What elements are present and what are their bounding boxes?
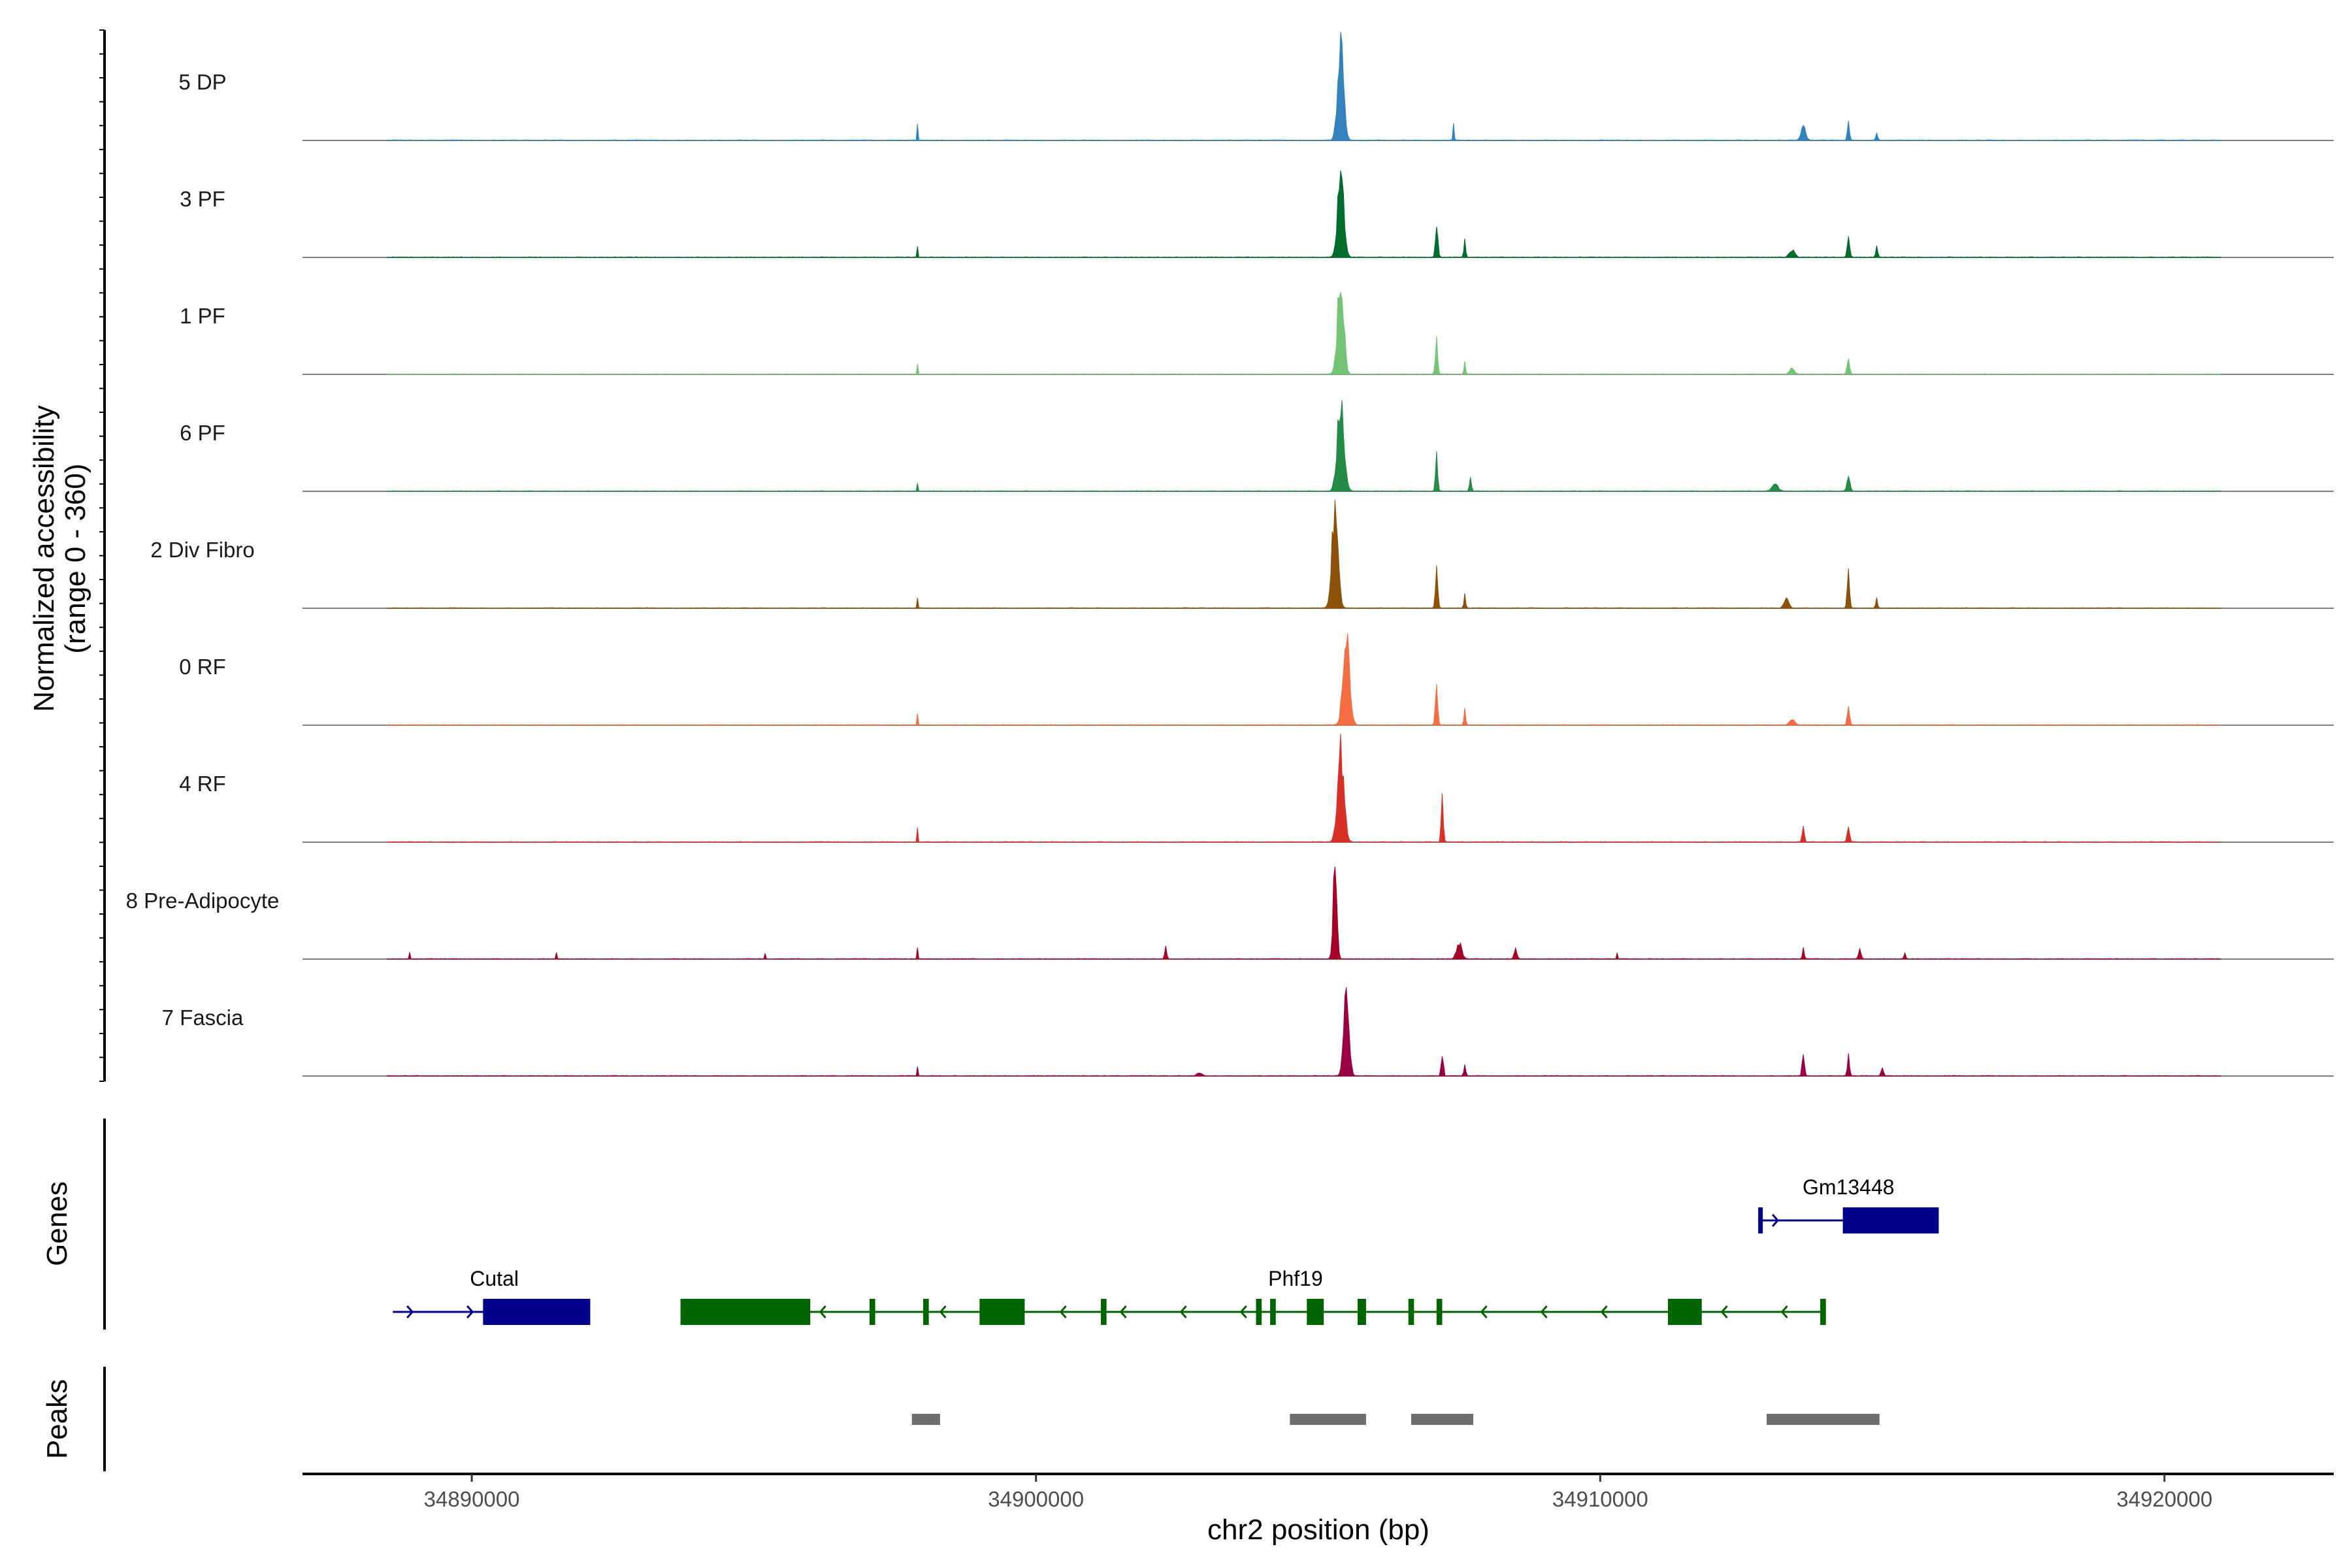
strand-arrow	[1059, 1305, 1067, 1318]
gene-exon	[1270, 1299, 1276, 1325]
track-label: 8 Pre-Adipocyte	[126, 889, 280, 913]
coverage-signal	[387, 499, 2221, 609]
coverage-track: 6 PF	[180, 400, 2334, 492]
strand-arrow	[1780, 1305, 1788, 1318]
track-label: 5 DP	[178, 70, 226, 94]
gene-exon	[979, 1299, 1025, 1325]
gene-exon	[483, 1299, 591, 1325]
x-tick-label: 34890000	[424, 1487, 520, 1511]
track-label: 4 RF	[179, 772, 226, 796]
coverage-track: 0 RF	[179, 633, 2334, 726]
gene-exon	[1256, 1299, 1262, 1325]
strand-arrow	[1771, 1214, 1780, 1227]
track-label: 1 PF	[180, 304, 225, 328]
gene-exon	[1667, 1299, 1702, 1325]
gene-exon	[1307, 1299, 1324, 1325]
gene-model: Phf19	[680, 1267, 1826, 1325]
strand-arrow	[1119, 1305, 1127, 1318]
gene-exon	[1357, 1299, 1366, 1325]
coverage-signal	[387, 170, 2221, 258]
strand-arrow	[1480, 1305, 1488, 1318]
coverage-axis-ticks	[99, 29, 105, 1082]
strand-arrow	[1179, 1305, 1187, 1318]
x-tick-label: 34900000	[988, 1487, 1084, 1511]
genes-title: Genes	[41, 1181, 73, 1266]
peak-region	[1290, 1414, 1366, 1425]
coverage-track: 1 PF	[180, 291, 2334, 375]
gene-label: Gm13448	[1803, 1175, 1895, 1199]
coverage-track: 8 Pre-Adipocyte	[126, 866, 2334, 960]
peak-region	[1767, 1414, 1880, 1425]
coverage-track: 7 Fascia	[162, 987, 2334, 1077]
coverage-signal	[387, 866, 2221, 960]
coverage-track: 3 PF	[180, 170, 2334, 258]
peak-region	[911, 1414, 940, 1425]
x-axis-title: chr2 position (bp)	[1207, 1514, 1429, 1546]
coverage-track: 2 Div Fibro	[150, 499, 2334, 609]
x-tick-label: 34920000	[2117, 1487, 2213, 1511]
gene-exon	[1101, 1299, 1107, 1325]
y-axis-title: Normalized accessibility	[28, 405, 60, 711]
gene-model: Gm13448	[1758, 1175, 1939, 1233]
strand-arrow	[939, 1305, 947, 1318]
gene-exon	[869, 1299, 875, 1325]
gene-label: Cutal	[470, 1267, 519, 1290]
coverage-signal	[387, 733, 2221, 843]
coverage-track: 4 RF	[179, 733, 2334, 843]
strand-arrow	[1600, 1305, 1608, 1318]
gene-exon	[680, 1299, 811, 1325]
gene-exon	[1408, 1299, 1414, 1325]
peaks-title: Peaks	[41, 1379, 73, 1459]
coverage-track: 5 DP	[178, 31, 2334, 141]
coverage-signal	[387, 31, 2221, 141]
gene-model: Cutal	[393, 1267, 591, 1325]
coverage-signal	[387, 291, 2221, 375]
track-label: 0 RF	[179, 655, 226, 679]
gene-exon	[1758, 1207, 1763, 1233]
peak-region	[1411, 1414, 1473, 1425]
gene-exon	[1842, 1207, 1939, 1233]
coverage-signal	[387, 633, 2221, 726]
coverage-signal	[387, 400, 2221, 492]
strand-arrow	[819, 1305, 826, 1318]
gene-exon	[1820, 1299, 1826, 1325]
coverage-tracks: 5 DP 3 PF 1 PF 6 PF 2 Div Fibro 0 RF 4 RF 8 Pre…	[126, 31, 2334, 1077]
coverage-signal	[387, 987, 2221, 1077]
strand-arrow	[1540, 1305, 1548, 1318]
track-label: 3 PF	[180, 187, 225, 211]
peak-track	[911, 1414, 1880, 1425]
strand-arrow	[1720, 1305, 1728, 1318]
strand-arrow	[466, 1305, 474, 1318]
x-tick-label: 34910000	[1552, 1487, 1648, 1511]
gene-track: Cutal Phf19 Gm13448	[393, 1175, 1939, 1325]
strand-arrow	[1239, 1305, 1247, 1318]
track-label: 6 PF	[180, 421, 225, 445]
strand-arrow	[406, 1305, 414, 1318]
track-label: 7 Fascia	[162, 1005, 244, 1030]
gene-exon	[923, 1299, 929, 1325]
gene-label: Phf19	[1268, 1267, 1323, 1290]
x-axis-ticks: 34890000 34900000 34910000 34920000	[424, 1474, 2213, 1511]
y-axis-range: (range 0 - 360)	[59, 463, 91, 653]
gene-exon	[1436, 1299, 1443, 1325]
track-label: 2 Div Fibro	[150, 538, 255, 562]
